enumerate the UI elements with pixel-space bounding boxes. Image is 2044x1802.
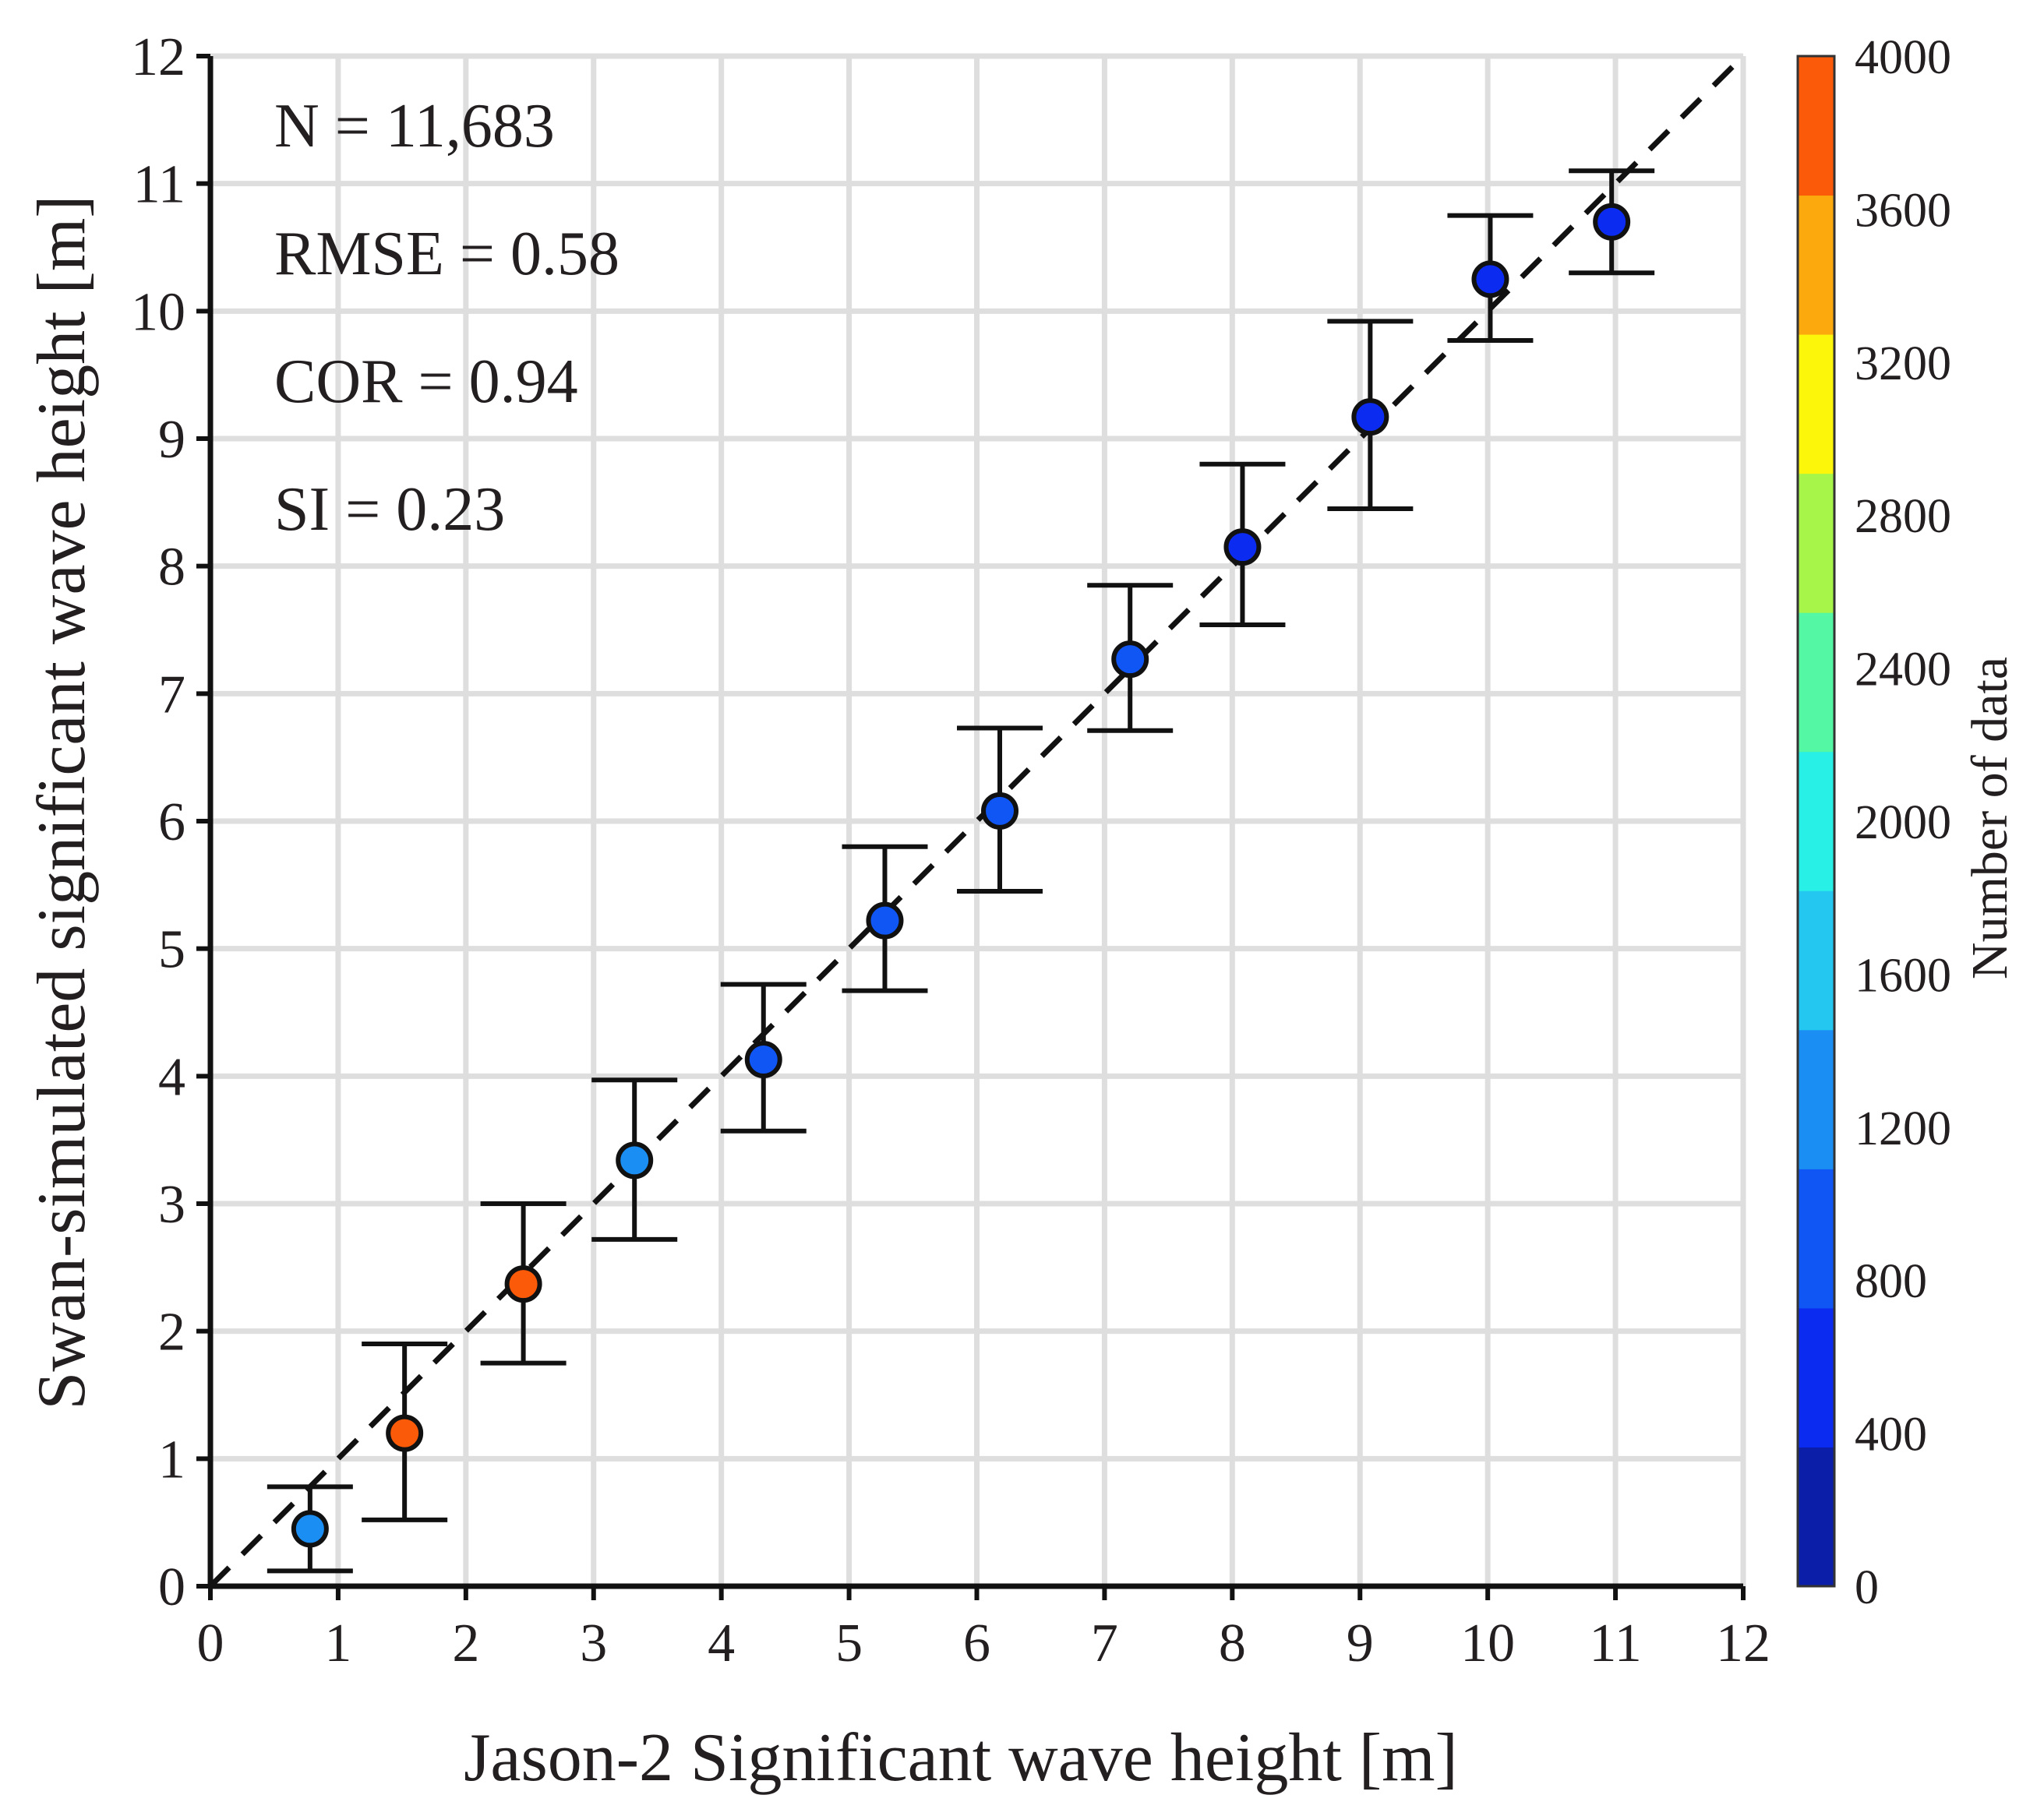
colorbar-tick-label-5: 2000 (1855, 796, 1951, 849)
x-tick-label-12: 12 (1716, 1613, 1770, 1673)
x-tick-label-5: 5 (835, 1613, 863, 1673)
stat-n: N = 11,683 (274, 92, 555, 160)
data-point-5 (866, 901, 904, 940)
colorbar-segment-1 (1798, 1307, 1834, 1448)
data-point-0 (291, 1510, 329, 1548)
colorbar-segment-7 (1798, 473, 1834, 613)
colorbar-segment-3 (1798, 1029, 1834, 1169)
stat-rmse: RMSE = 0.58 (274, 220, 620, 288)
colorbar-tick-label-1: 400 (1855, 1409, 1927, 1462)
colorbar-segment-0 (1798, 1447, 1834, 1587)
colorbar-tick-label-4: 1600 (1855, 949, 1951, 1002)
colorbar-segment-9 (1798, 195, 1834, 335)
colorbar-tick-label-3: 1200 (1855, 1102, 1951, 1155)
x-tick-label-0: 0 (197, 1613, 224, 1673)
y-tick-label-0: 0 (158, 1557, 185, 1617)
colorbar-tick-label-9: 3600 (1855, 184, 1951, 237)
colorbar-segment-10 (1798, 56, 1834, 196)
x-tick-label-7: 7 (1091, 1613, 1118, 1673)
data-points (291, 203, 1631, 1548)
colorbar-tick-label-0: 0 (1855, 1561, 1879, 1614)
data-point-6 (981, 792, 1019, 830)
x-tick-label-9: 9 (1347, 1613, 1374, 1673)
x-tick-label-1: 1 (324, 1613, 351, 1673)
y-tick-label-8: 8 (158, 538, 185, 598)
data-point-7 (1111, 640, 1149, 679)
colorbar-segment-4 (1798, 890, 1834, 1031)
data-point-4 (744, 1041, 782, 1079)
data-point-1 (386, 1414, 424, 1452)
x-axis-label: Jason-2 Significant wave height [m] (464, 1720, 1458, 1796)
x-tick-label-10: 10 (1460, 1613, 1515, 1673)
y-tick-label-5: 5 (158, 920, 185, 980)
colorbar-tick-labels: 0 400 800 1200 1600 2000 2400 2800 3200 3600 4000 (1855, 31, 1951, 1614)
y-tick-label-4: 4 (158, 1047, 185, 1107)
x-tick-labels: 0 1 2 3 4 5 6 7 8 9 10 11 12 (197, 1613, 1771, 1673)
grid (207, 53, 1746, 1589)
y-tick-label-2: 2 (158, 1303, 185, 1363)
data-point-10 (1471, 260, 1509, 298)
colorbar-tick-label-10: 4000 (1855, 31, 1951, 84)
colorbar-segment-2 (1798, 1169, 1834, 1309)
data-point-11 (1593, 203, 1631, 241)
data-point-2 (504, 1265, 542, 1303)
y-axis-label: Swan-simulated significant wave height [… (24, 195, 100, 1409)
x-tick-label-11: 11 (1589, 1613, 1641, 1673)
y-tick-label-9: 9 (158, 410, 185, 470)
x-tick-label-6: 6 (963, 1613, 990, 1673)
y-tick-label-7: 7 (158, 665, 185, 725)
y-tick-label-1: 1 (158, 1430, 185, 1490)
colorbar-frame (1796, 55, 1836, 1588)
stat-si: SI = 0.23 (274, 475, 505, 544)
data-point-3 (616, 1141, 654, 1180)
colorbar-tick-label-7: 2800 (1855, 490, 1951, 543)
y-tick-label-6: 6 (158, 792, 185, 852)
x-tick-label-3: 3 (580, 1613, 607, 1673)
stat-cor: COR = 0.94 (274, 347, 578, 416)
y-tick-label-12: 12 (131, 27, 185, 87)
x-tick-label-8: 8 (1219, 1613, 1246, 1673)
y-tick-label-3: 3 (158, 1175, 185, 1235)
colorbar-tick-label-6: 2400 (1855, 644, 1951, 696)
colorbar-label: Number of data (1961, 657, 2018, 979)
y-tick-label-10: 10 (131, 282, 185, 342)
statistics-box: N = 11,683 RMSE = 0.58 COR = 0.94 SI = 0… (274, 92, 620, 544)
colorbar-tick-label-2: 800 (1855, 1255, 1927, 1308)
x-tick-label-2: 2 (452, 1613, 479, 1673)
colorbar (1796, 55, 1836, 1588)
colorbar-segment-6 (1798, 612, 1834, 753)
y-tick-label-11: 11 (133, 155, 185, 215)
colorbar-segment-8 (1798, 334, 1834, 474)
data-point-8 (1223, 528, 1262, 566)
data-point-9 (1351, 398, 1389, 436)
colorbar-tick-label-8: 3200 (1855, 337, 1951, 390)
colorbar-segment-5 (1798, 751, 1834, 891)
x-tick-label-4: 4 (708, 1613, 735, 1673)
axes (196, 54, 1746, 1600)
